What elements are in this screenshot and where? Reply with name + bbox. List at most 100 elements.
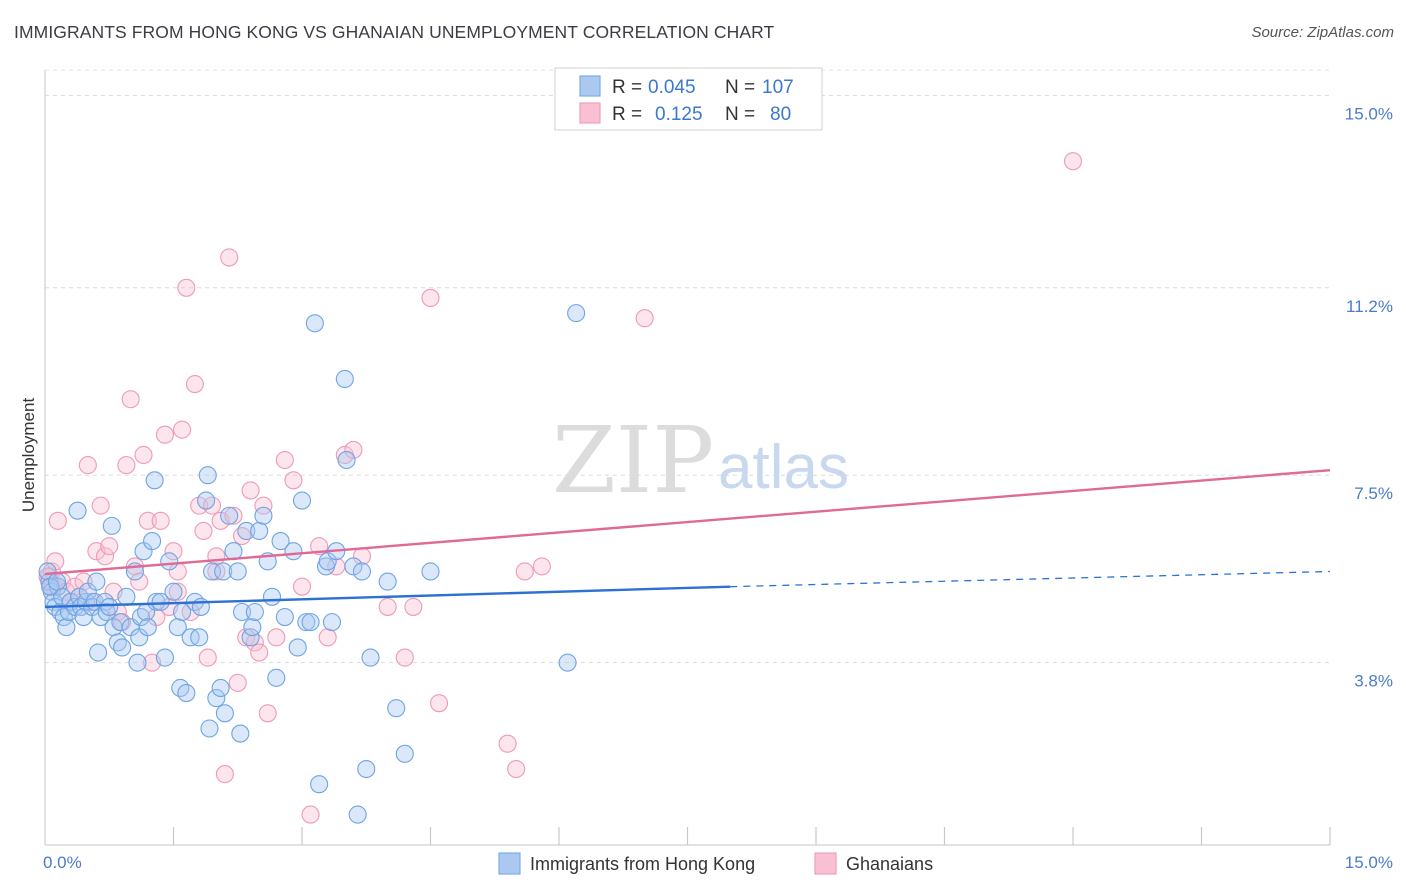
ghanaians-point [117, 456, 136, 475]
hong-kong-point [207, 689, 226, 708]
hong-kong-point [97, 602, 116, 622]
ghanaians-point [237, 628, 256, 647]
hong-kong-point [48, 577, 67, 596]
hong-kong-point [38, 562, 57, 581]
ghanaians-point [395, 648, 414, 667]
hong-kong-point [567, 304, 586, 323]
ghanaians-point [344, 440, 363, 459]
hong-kong-point [68, 501, 87, 520]
hong-kong-point [232, 602, 252, 622]
ghanaians-point [498, 734, 517, 753]
hong-kong-point [288, 638, 307, 657]
ghanaians-point [203, 496, 222, 515]
hong-kong-point [87, 572, 106, 591]
hong-kong-point [421, 562, 440, 581]
legend-n-value-1: 107 [762, 77, 794, 98]
hong-kong-point [395, 744, 414, 763]
hong-kong-point [160, 552, 179, 571]
ghanaians-point [134, 445, 153, 465]
hong-kong-point [197, 491, 216, 510]
hong-kong-point [335, 369, 354, 389]
chart-title: IMMIGRANTS FROM HONG KONG VS GHANAIAN UN… [14, 22, 775, 42]
series-legend: Immigrants from Hong Kong Ghanaians [498, 852, 933, 875]
ghanaians-point [185, 375, 204, 394]
legend-n-label-2: N = [725, 104, 755, 125]
ghanaians-point [130, 572, 149, 591]
hong-kong-point [267, 668, 286, 687]
hong-kong-point [237, 521, 256, 540]
y-tick-labels: 3.8% 7.5% 11.2% 15.0% [1345, 104, 1393, 690]
hong-kong-point [113, 638, 132, 657]
hong-kong-point [297, 613, 316, 632]
hong-kong-point [378, 572, 397, 591]
ghanaians-point [318, 628, 337, 647]
hong-kong-point [254, 506, 273, 525]
ghanaians-point [635, 309, 654, 328]
ghanaians-trend-line [44, 468, 1331, 576]
hong-kong-point [305, 314, 324, 333]
watermark-atlas: atlas [718, 433, 849, 502]
hong-kong-point [177, 683, 196, 703]
y-tick-label: 7.5% [1354, 484, 1393, 503]
hong-kong-point [198, 466, 217, 485]
hong-kong-point [190, 628, 209, 647]
x-tick-label-min: 0.0% [43, 853, 82, 872]
ghanaians-point [241, 481, 260, 500]
ghanaians-point [177, 278, 196, 297]
ghanaians-point [155, 425, 174, 444]
ghanaians-point [138, 511, 157, 530]
bottom-legend-label-1: Immigrants from Hong Kong [530, 854, 755, 874]
hong-kong-point [143, 532, 162, 551]
ghanaians-point [121, 390, 140, 409]
hong-kong-point [344, 557, 363, 576]
legend-n-label-1: N = [725, 77, 755, 98]
hong-kong-point [147, 592, 166, 611]
hong-kong-point [100, 597, 119, 616]
legend-r-label-2: R = [612, 104, 642, 125]
hong-kong-point [57, 618, 76, 637]
correlation-legend: R = 0.045 N = 107 R = 0.125 N = 80 [554, 67, 823, 131]
ghanaians-point [173, 420, 192, 439]
hong-kong-point [275, 608, 294, 627]
y-tick-label: 11.2% [1346, 297, 1393, 316]
hong-kong-point [284, 542, 303, 561]
legend-n-value-2: 80 [770, 104, 791, 125]
x-ticks [172, 827, 1331, 845]
y-axis-label: Unemployment [19, 398, 38, 513]
ghanaians-point [198, 648, 217, 667]
ghanaians-point [1063, 152, 1083, 171]
hong-kong-point [228, 562, 247, 581]
hong-kong-point [47, 572, 67, 591]
ghanaians-point [284, 471, 303, 490]
ghanaians-point [78, 456, 97, 475]
hong-kong-point [117, 587, 136, 606]
ghanaians-point [275, 450, 294, 470]
hong-kong-point [558, 653, 577, 672]
ghanaians-point [164, 542, 183, 561]
legend-swatch-blue [579, 75, 601, 97]
legend-swatch-pink [579, 102, 601, 124]
hong-kong-point [145, 471, 164, 490]
hong-kong-point [231, 724, 250, 743]
hong-kong-point [337, 450, 356, 470]
ghanaians-point [254, 496, 273, 515]
hong-kong-point [138, 618, 157, 637]
bottom-legend-swatch-blue [498, 852, 521, 875]
hong-kong-point [89, 643, 108, 662]
ghanaians-point [430, 694, 449, 713]
ghanaians-point [207, 562, 226, 581]
hong-kong-point [348, 805, 367, 824]
hong-kong-point [215, 704, 234, 723]
ghanaians-point [532, 557, 551, 576]
hong-kong-point [271, 532, 290, 551]
hong-kong-point [357, 759, 376, 779]
ghanaians-point [378, 597, 397, 616]
ghanaians-point [74, 572, 93, 591]
ghanaians-point [151, 511, 170, 530]
ghanaians-point [301, 805, 320, 824]
legend-r-label-1: R = [612, 77, 642, 98]
hong-kong-point [111, 613, 130, 632]
hong-kong-point [155, 648, 174, 667]
ghanaians-point [91, 496, 110, 515]
